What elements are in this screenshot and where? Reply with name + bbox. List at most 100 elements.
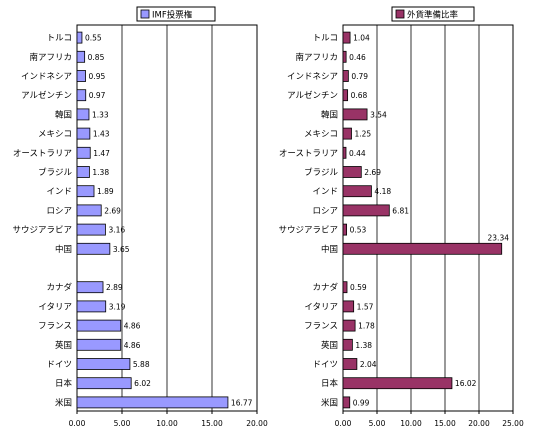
bar: [342, 50, 347, 63]
category-label: サウジアラビア: [278, 226, 338, 236]
data-label: 4.86: [124, 322, 141, 331]
bar: [342, 338, 353, 351]
category-label: ブラジル: [304, 167, 338, 178]
bar: [76, 89, 87, 102]
category-label: 南アフリカ: [29, 52, 72, 63]
x-tick-label: 15.00: [201, 419, 223, 428]
data-label: 1.43: [93, 130, 110, 139]
category-label: イタリア: [38, 302, 72, 312]
data-label: 16.77: [231, 398, 253, 407]
bar: [76, 338, 122, 351]
bar: [76, 108, 90, 121]
data-label: 0.97: [89, 91, 106, 100]
bar: [342, 146, 347, 159]
bar: [342, 281, 348, 294]
data-label: 3.19: [109, 302, 126, 311]
bar: [76, 396, 229, 409]
category-label: イタリア: [304, 302, 338, 312]
imf-voting-chart: 0.00 5.00 10.00 15.00 20.00 トルコ 0.55 南アフリカ 0.85 イ…: [12, 6, 268, 428]
plot-area: [342, 24, 514, 412]
bar: [76, 204, 102, 217]
bar: [342, 242, 503, 255]
legend-box: [391, 6, 475, 22]
x-tick-label: 10.00: [400, 419, 422, 428]
category-label: オーストラリア: [13, 149, 72, 159]
category-label: インドネシア: [21, 72, 72, 82]
bar: [342, 319, 356, 332]
bar: [342, 300, 355, 313]
data-label: 1.38: [355, 341, 372, 350]
data-label: 0.99: [353, 398, 370, 407]
data-label: 2.04: [360, 360, 377, 369]
data-label: 0.46: [349, 53, 366, 62]
bar: [76, 31, 83, 44]
category-label: ドイツ: [312, 360, 338, 370]
data-label: 1.47: [93, 149, 110, 158]
bar: [76, 146, 91, 159]
category-label: 中国: [321, 244, 338, 255]
category-label: 南アフリカ: [295, 52, 338, 63]
x-tick-label: 10.00: [156, 419, 178, 428]
data-label: 0.85: [88, 53, 105, 62]
category-label: オーストラリア: [279, 149, 338, 159]
bar: [342, 31, 351, 44]
data-label: 6.02: [134, 379, 151, 388]
bar: [342, 204, 390, 217]
category-label: メキシコ: [38, 130, 72, 140]
category-label: カナダ: [312, 282, 338, 293]
bar: [342, 89, 349, 102]
bar: [76, 358, 131, 370]
category-label: サウジアラビア: [12, 226, 72, 236]
category-label: トルコ: [47, 34, 72, 44]
legend: 外貨準備比率: [391, 6, 475, 22]
data-label: 0.53: [350, 226, 367, 235]
data-label: 1.33: [92, 110, 109, 119]
category-label: カナダ: [46, 282, 72, 293]
category-label: インド: [46, 187, 72, 197]
bar: [76, 127, 91, 140]
category-label: フランス: [38, 322, 72, 332]
bar: [342, 108, 368, 121]
data-label: 2.69: [364, 168, 381, 177]
bar: [342, 377, 453, 390]
category-label: インドネシア: [287, 72, 338, 82]
bar: [76, 300, 107, 313]
data-label: 0.95: [89, 72, 106, 81]
bar: [76, 166, 90, 178]
category-label: アルゼンチン: [21, 90, 72, 101]
legend-label: 外貨準備比率: [407, 10, 459, 21]
legend: IMF投票権: [136, 6, 216, 22]
data-label: 3.16: [108, 226, 125, 235]
category-label: 英国: [321, 340, 338, 351]
data-label: 0.68: [351, 91, 368, 100]
category-label: 日本: [55, 378, 73, 389]
bar: [342, 396, 351, 409]
category-label: 米国: [55, 397, 72, 408]
x-tick-label: 0.00: [69, 419, 86, 428]
bar: [76, 377, 132, 390]
data-label: 1.25: [355, 130, 372, 139]
category-label: フランス: [304, 322, 338, 332]
x-tick-label: 5.00: [114, 419, 131, 428]
bar: [342, 127, 352, 140]
bar: [342, 166, 362, 178]
bar: [342, 223, 348, 236]
category-label: 韓国: [55, 109, 72, 120]
category-label: 韓国: [321, 109, 338, 120]
data-label: 1.57: [357, 302, 374, 311]
data-label: 16.02: [455, 379, 477, 388]
bar: [342, 185, 372, 198]
bar: [76, 70, 86, 82]
data-label: 0.79: [351, 72, 368, 81]
data-label: 1.89: [97, 187, 114, 196]
data-label: 2.69: [104, 206, 121, 215]
category-label: トルコ: [313, 34, 338, 44]
data-label: 6.81: [392, 206, 409, 215]
data-label: 5.88: [133, 360, 150, 369]
data-label: 4.86: [124, 341, 141, 350]
bar: [76, 185, 95, 198]
x-tick-label: 15.00: [434, 419, 456, 428]
category-label: 米国: [321, 397, 338, 408]
data-label: 1.04: [353, 34, 370, 43]
